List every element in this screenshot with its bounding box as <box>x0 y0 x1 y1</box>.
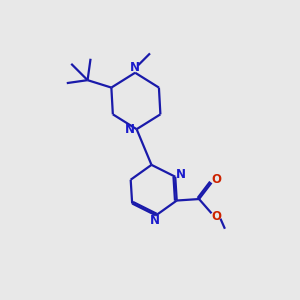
Text: N: N <box>149 214 160 227</box>
Text: O: O <box>212 172 222 186</box>
Text: O: O <box>212 210 222 224</box>
Text: N: N <box>130 61 140 74</box>
Text: N: N <box>125 123 135 136</box>
Text: N: N <box>176 168 186 181</box>
